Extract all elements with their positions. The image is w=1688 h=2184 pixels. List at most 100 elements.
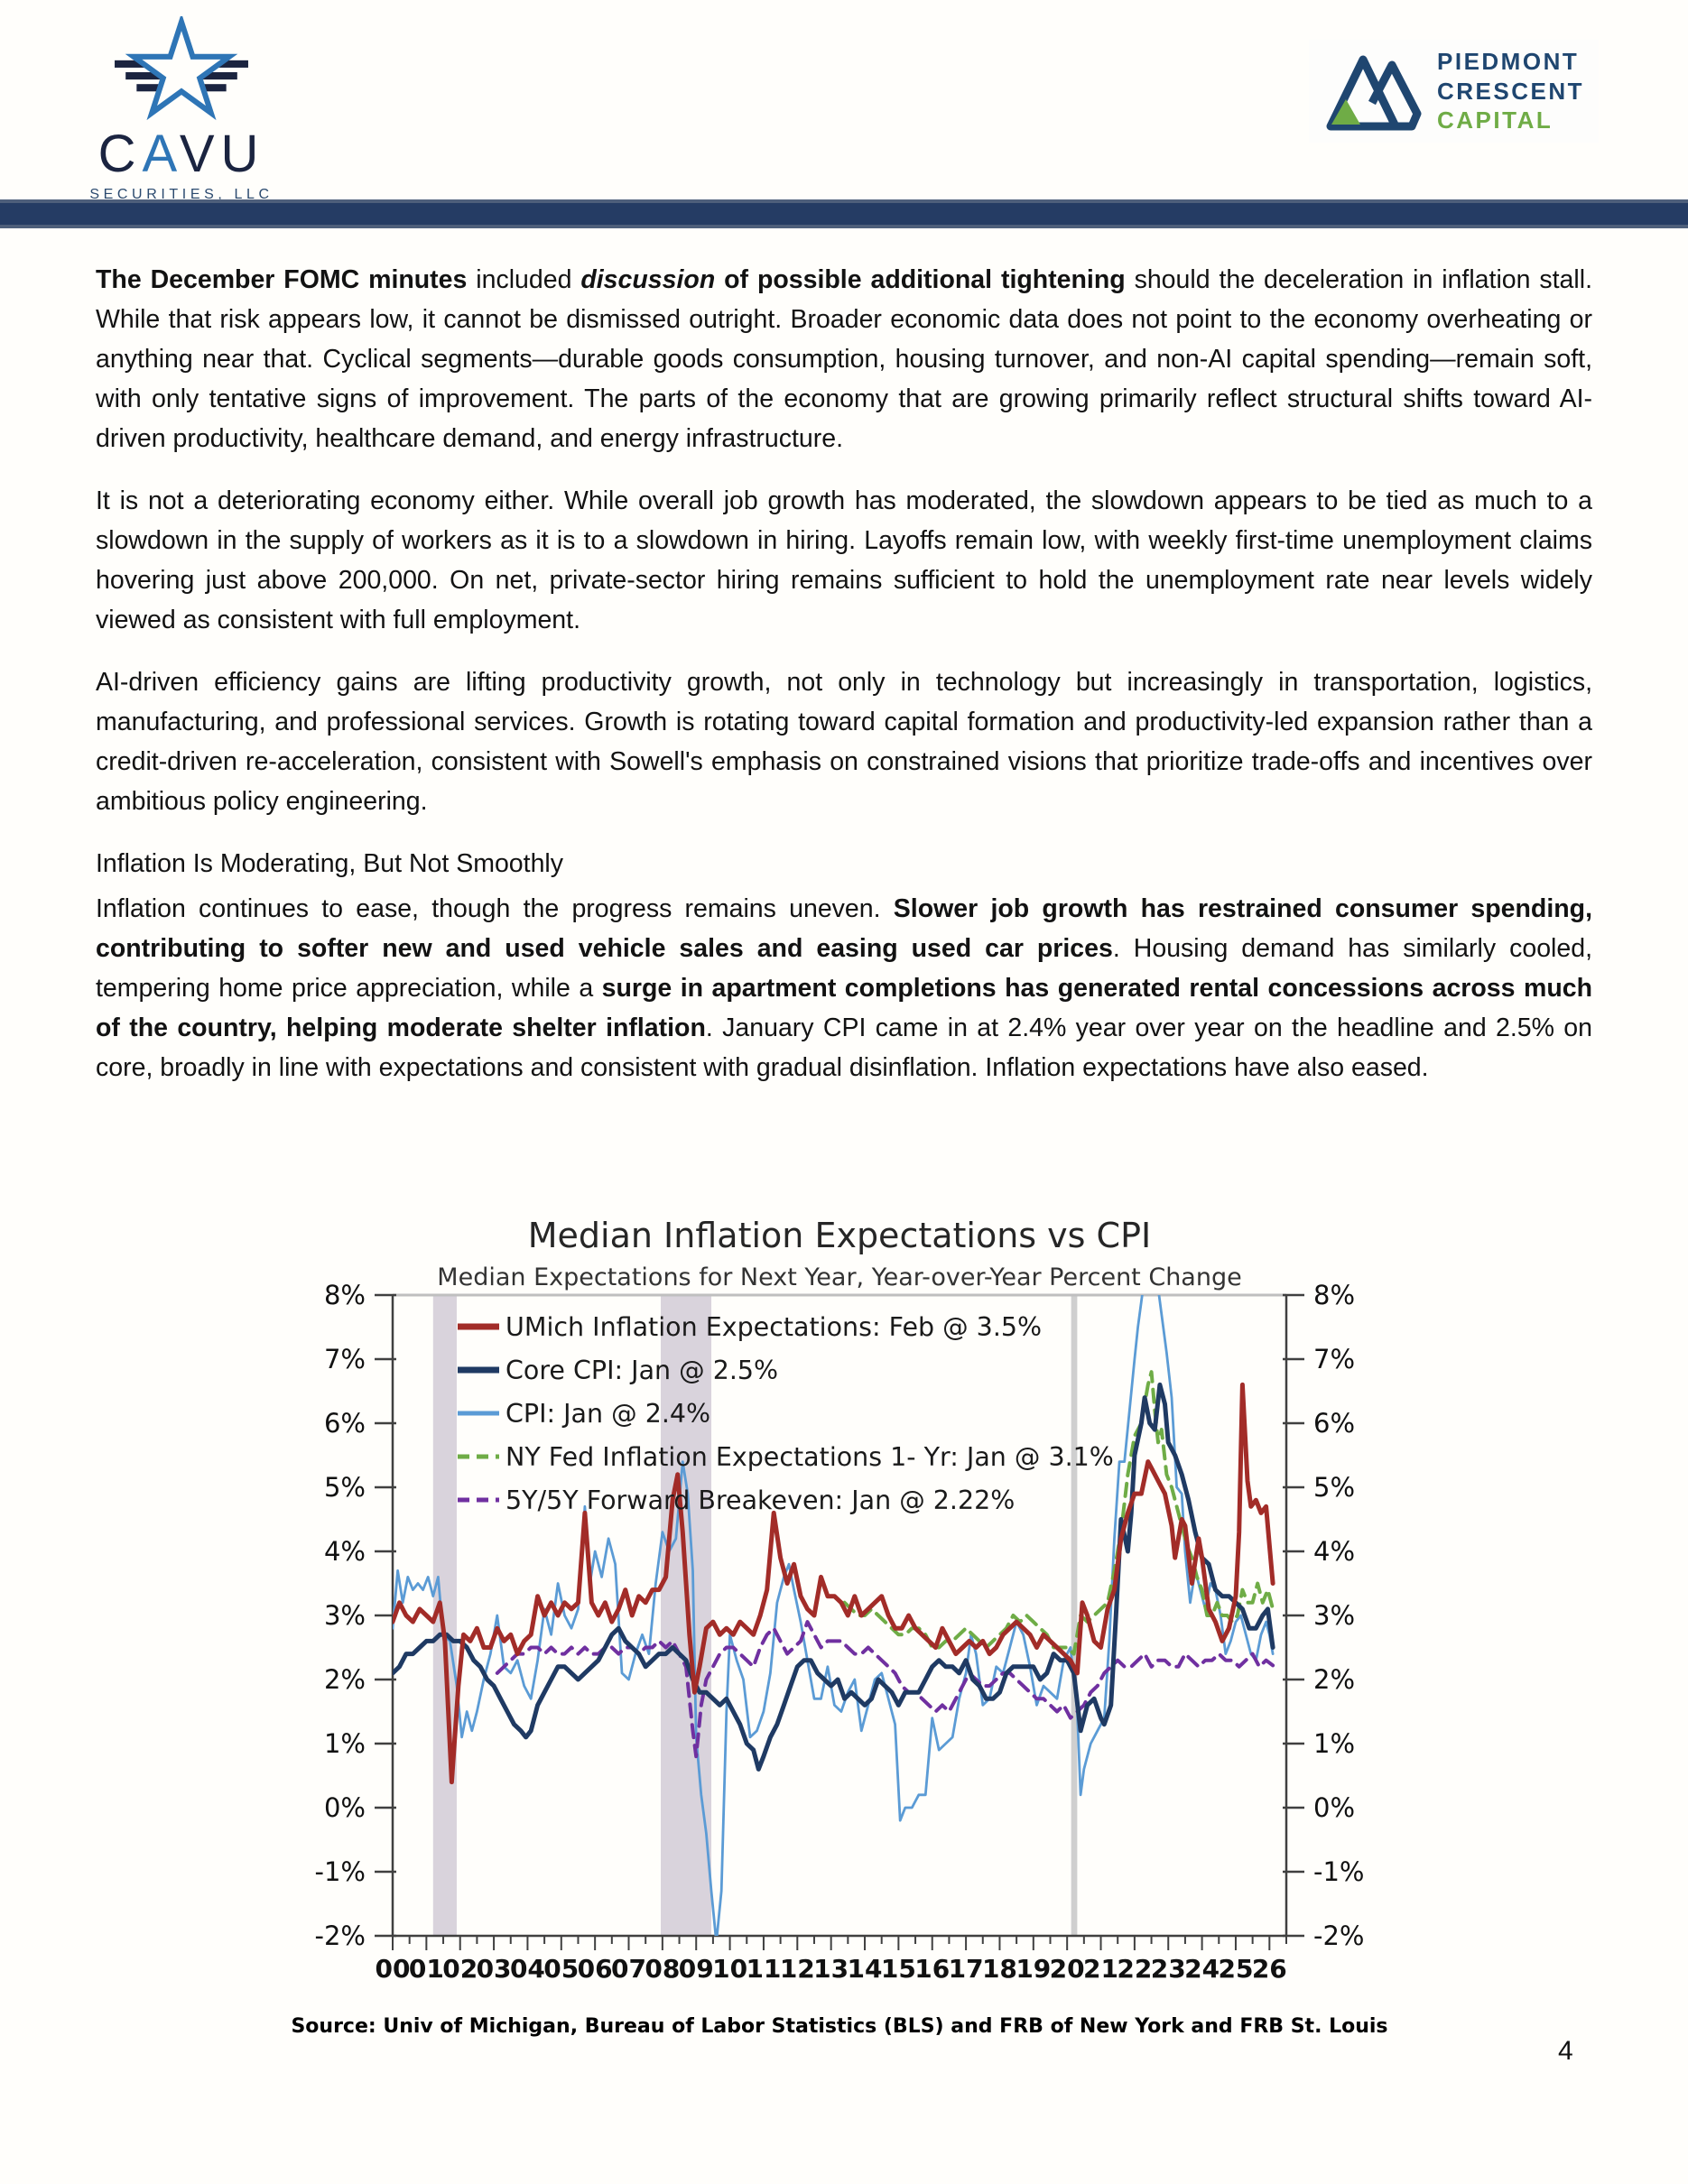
- cavu-brand-text: CAVU: [87, 128, 276, 180]
- x-axis-label: 13: [813, 1954, 849, 1984]
- x-axis-label: 15: [881, 1954, 916, 1984]
- text-segment: Slower job growth has restrained consume…: [96, 894, 1592, 963]
- x-axis-label: 10: [712, 1954, 747, 1984]
- x-axis-label: 06: [578, 1954, 613, 1984]
- text-segment: Inflation Is Moderating, But Not Smoothl…: [96, 849, 564, 878]
- x-axis-label: 12: [780, 1954, 815, 1984]
- series-line-2: [393, 1295, 1275, 1936]
- x-axis-label: 08: [645, 1954, 680, 1984]
- x-axis-label: 07: [611, 1954, 646, 1984]
- section-heading: Inflation Is Moderating, But Not Smoothl…: [96, 844, 1592, 884]
- text-segment: . Housing demand has similarly cooled, t…: [96, 934, 1592, 1003]
- brand-letter: A: [142, 125, 180, 183]
- text-segment: surge in apartment completions has gener…: [96, 974, 1592, 1042]
- y-axis-label-right: 5%: [1313, 1472, 1355, 1503]
- y-axis-label-right: 3%: [1313, 1600, 1355, 1631]
- y-axis-label-left: 3%: [324, 1600, 366, 1631]
- x-axis-label: 05: [543, 1954, 579, 1984]
- paragraph: It is not a deteriorating economy either…: [96, 481, 1592, 640]
- text-segment: should the deceleration in inflation sta…: [96, 265, 1592, 453]
- x-axis-label: 26: [1252, 1954, 1287, 1984]
- x-axis-label: 21: [1083, 1954, 1118, 1984]
- x-axis-label: 23: [1151, 1954, 1186, 1984]
- header-divider-bar: [0, 199, 1688, 228]
- text-segment: of possible additional tightening: [715, 265, 1126, 294]
- x-axis-label: 22: [1117, 1954, 1152, 1984]
- legend-label: NY Fed Inflation Expectations 1- Yr: Jan…: [505, 1442, 1114, 1472]
- legend-label: UMich Inflation Expectations: Feb @ 3.5%: [505, 1312, 1042, 1342]
- legend-label: Core CPI: Jan @ 2.5%: [505, 1356, 778, 1385]
- cavu-securities-logo: CAVU SECURITIES, LLC: [87, 16, 276, 203]
- paragraph: AI-driven efficiency gains are lifting p…: [96, 662, 1592, 821]
- x-axis-label: 16: [914, 1954, 950, 1984]
- y-axis-label-left: 0%: [324, 1792, 366, 1823]
- article-body: The December FOMC minutes included discu…: [96, 260, 1592, 1110]
- chart-title: Median Inflation Expectations vs CPI: [528, 1216, 1151, 1255]
- legend-label: 5Y/5Y Forward Breakeven: Jan @ 2.22%: [505, 1485, 1015, 1515]
- y-axis-label-left: 6%: [324, 1408, 366, 1439]
- piedmont-line3: CAPITAL: [1437, 106, 1554, 134]
- y-axis-label-left: -1%: [315, 1856, 366, 1887]
- chart-source: Source: Univ of Michigan, Bureau of Labo…: [291, 2015, 1387, 2038]
- text-segment: AI-driven efficiency gains are lifting p…: [96, 668, 1592, 816]
- y-axis-label-right: 4%: [1313, 1536, 1355, 1567]
- mountain-right-peak: [1368, 60, 1422, 131]
- y-axis-label-left: 8%: [324, 1280, 366, 1310]
- brand-letter: C: [97, 125, 143, 183]
- series-line-4: [495, 1620, 1275, 1759]
- y-axis-label-left: 2%: [324, 1664, 366, 1695]
- x-axis-label: 00: [376, 1954, 411, 1984]
- piedmont-crescent-logo: PIEDMONT CRESCENT CAPITAL: [1309, 40, 1600, 143]
- y-axis-label-right: -1%: [1313, 1856, 1364, 1887]
- y-axis-label-right: 1%: [1313, 1728, 1355, 1759]
- star-outline: [125, 16, 238, 121]
- x-axis-label: 17: [949, 1954, 984, 1984]
- series-line-0: [393, 1382, 1275, 1785]
- text-segment: It is not a deteriorating economy either…: [96, 486, 1592, 634]
- x-axis-label: 20: [1050, 1954, 1085, 1984]
- x-axis-label: 03: [477, 1954, 512, 1984]
- x-axis-label: 09: [679, 1954, 714, 1984]
- text-segment: Inflation continues to ease, though the …: [96, 894, 894, 923]
- x-axis-label: 18: [982, 1954, 1017, 1984]
- cavu-subtitle: SECURITIES, LLC: [89, 187, 274, 202]
- y-axis-label-left: 1%: [324, 1728, 366, 1759]
- page-number: 4: [1558, 2036, 1573, 2066]
- y-axis-label-left: 4%: [324, 1536, 366, 1567]
- cavu-star-icon: [115, 16, 248, 121]
- x-axis-label: 24: [1184, 1954, 1220, 1984]
- y-axis-label-right: 0%: [1313, 1792, 1355, 1823]
- y-axis-label-left: 7%: [324, 1344, 366, 1374]
- text-segment: The December FOMC minutes: [96, 265, 468, 294]
- text-segment: discussion: [580, 265, 716, 294]
- y-axis-label-right: 2%: [1313, 1664, 1355, 1695]
- chart-subtitle: Median Expectations for Next Year, Year-…: [437, 1263, 1241, 1291]
- star-wings: [115, 60, 248, 92]
- y-axis-label-left: -2%: [315, 1920, 366, 1951]
- text-segment: included: [467, 265, 581, 294]
- y-axis-label-right: 6%: [1313, 1408, 1355, 1439]
- x-axis-label: 11: [746, 1954, 781, 1984]
- paragraph: Inflation continues to ease, though the …: [96, 889, 1592, 1087]
- piedmont-wordmark: PIEDMONT CRESCENT CAPITAL: [1437, 47, 1584, 135]
- y-axis-label-left: 5%: [324, 1472, 366, 1503]
- chart-plot-area: -2% -2% -1% -1% 0% 0% 1% 1% 2% 2% 3% 3% 4% 4% 5% 5% 6% 6%…: [315, 1280, 1365, 1984]
- x-axis-label: 14: [848, 1954, 883, 1984]
- series-line-3: [842, 1370, 1275, 1656]
- y-axis-label-right: -2%: [1313, 1920, 1364, 1951]
- x-axis-label: 19: [1016, 1954, 1051, 1984]
- brand-letter: VU: [179, 125, 265, 183]
- x-axis-label: 25: [1218, 1954, 1253, 1984]
- text-segment: . January CPI came in at 2.4% year over …: [96, 1013, 1593, 1082]
- x-axis-label: 01: [409, 1954, 444, 1984]
- recession-band: [1071, 1295, 1078, 1936]
- y-axis-label-right: 7%: [1313, 1344, 1355, 1374]
- piedmont-line2: CRESCENT: [1437, 77, 1585, 105]
- chart-canvas: Median Inflation Expectations vs CPI Med…: [291, 1216, 1387, 2038]
- y-axis-label-right: 8%: [1313, 1280, 1355, 1310]
- x-axis-label: 04: [510, 1954, 545, 1984]
- mountain-icon: [1326, 55, 1422, 131]
- paragraph: The December FOMC minutes included discu…: [96, 260, 1592, 458]
- series-line-1: [393, 1382, 1275, 1772]
